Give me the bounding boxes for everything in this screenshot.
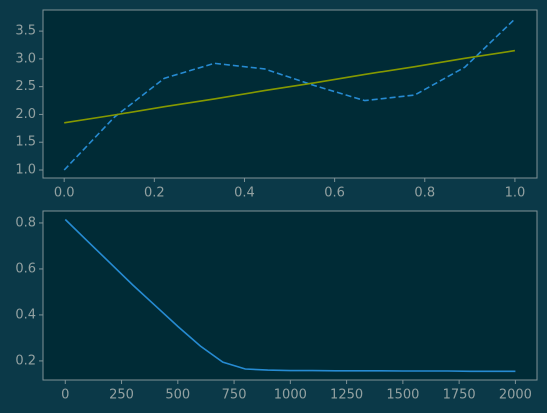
y-tick-label: 1.5 <box>15 135 36 150</box>
series-line <box>63 18 516 171</box>
y-tick-label: 1.0 <box>15 163 36 178</box>
y-tick-label: 0.6 <box>15 261 36 276</box>
x-tick-label: 0 <box>61 388 69 403</box>
x-tick-label: 1750 <box>443 388 476 403</box>
x-tick-label: 0.4 <box>234 186 255 201</box>
series-line <box>64 49 516 124</box>
x-tick-label: 2000 <box>499 388 532 403</box>
y-tick-label: 2.0 <box>15 107 36 122</box>
plot-area <box>42 9 538 179</box>
x-tick-label: 750 <box>222 388 247 403</box>
x-tick-label: 0.6 <box>324 186 345 201</box>
x-tick-label: 1250 <box>330 388 363 403</box>
x-tick-label: 250 <box>109 388 134 403</box>
x-tick-label: 500 <box>165 388 190 403</box>
y-tick-label: 0.4 <box>15 307 36 322</box>
x-tick-label: 1500 <box>386 388 419 403</box>
x-tick-label: 0.2 <box>144 186 165 201</box>
y-tick-label: 3.5 <box>15 24 36 39</box>
y-tick-label: 2.5 <box>15 79 36 94</box>
x-tick-label: 0.0 <box>54 186 75 201</box>
x-tick-label: 1.0 <box>505 186 526 201</box>
x-tick-label: 0.8 <box>414 186 435 201</box>
y-tick-label: 3.0 <box>15 51 36 66</box>
series-line <box>64 218 516 373</box>
x-tick-label: 1000 <box>274 388 307 403</box>
y-tick-label: 0.2 <box>15 353 36 368</box>
plot-area <box>42 210 538 381</box>
y-tick-label: 0.8 <box>15 215 36 230</box>
